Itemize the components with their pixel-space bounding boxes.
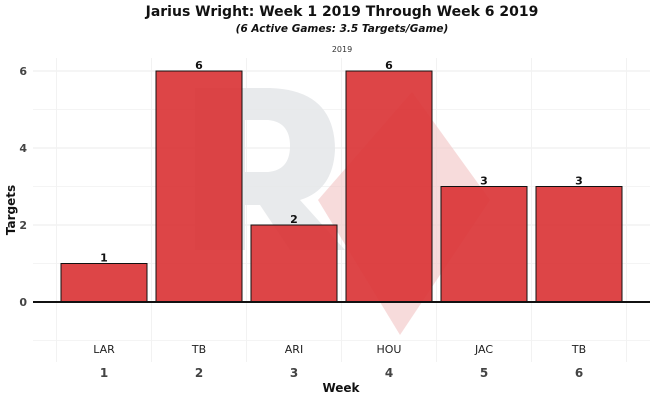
y-tick-label: 2: [19, 219, 27, 232]
y-axis-title: Targets: [4, 185, 18, 235]
chart-subtitle: (6 Active Games: 3.5 Targets/Game): [236, 23, 449, 35]
y-tick-label: 6: [19, 65, 27, 78]
x-tick-label: 5: [480, 366, 488, 380]
opponent-label: TB: [571, 343, 586, 356]
bars: [60, 70, 623, 303]
data-label: 2: [290, 213, 298, 226]
opponent-label: HOU: [377, 343, 402, 356]
bar-week-6: [535, 186, 623, 303]
x-axis-title: Week: [322, 381, 360, 395]
y-tick-label: 4: [19, 142, 27, 155]
x-tick-label: 3: [290, 366, 298, 380]
bar-week-4: [345, 70, 433, 303]
bar-week-5: [440, 186, 528, 303]
chart-title: Jarius Wright: Week 1 2019 Through Week …: [145, 4, 539, 20]
data-label: 1: [100, 252, 108, 265]
data-label: 3: [575, 175, 583, 188]
data-label: 6: [385, 59, 393, 72]
x-tick-label: 6: [575, 366, 583, 380]
labels: 0 2 4 6 1 LAR 1 6 TB 2 2 ARI 3 6 HOU 4 3 JAC 5 3 TB 6: [19, 59, 586, 380]
data-label: 3: [480, 175, 488, 188]
bar-week-3: [250, 224, 338, 303]
opponent-label: LAR: [93, 343, 115, 356]
x-tick-label: 2: [195, 366, 203, 380]
opponent-label: ARI: [285, 343, 303, 356]
bar-week-1: [60, 263, 148, 303]
facet-label: 2019: [332, 45, 352, 54]
x-tick-label: 4: [385, 366, 393, 380]
gridlines: [33, 58, 650, 362]
opponent-label: TB: [191, 343, 206, 356]
y-tick-label: 0: [19, 296, 27, 309]
bar-week-2: [155, 70, 243, 303]
x-tick-label: 1: [100, 366, 108, 380]
opponent-label: JAC: [474, 343, 493, 356]
data-label: 6: [195, 59, 203, 72]
